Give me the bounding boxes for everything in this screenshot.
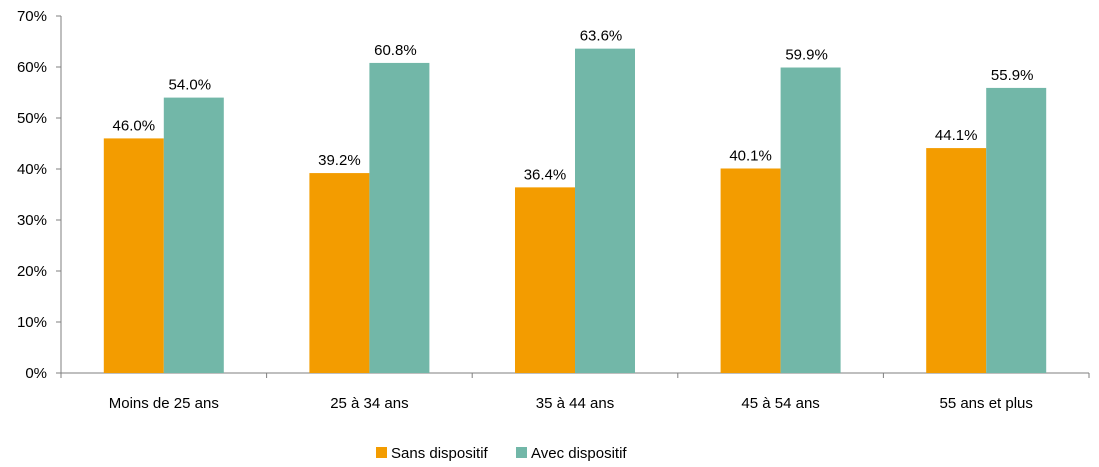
legend-swatch-sans-dispositif [376,447,387,458]
bar-sans-dispositif [309,173,370,373]
bar-sans-dispositif [926,148,987,373]
x-tick-label: 25 à 34 ans [330,395,408,412]
data-label: 46.0% [113,117,156,134]
y-tick-label: 20% [17,263,47,280]
bar-avec-dispositif [163,97,224,373]
data-label: 44.1% [935,127,978,144]
legend-swatch-avec-dispositif [516,447,527,458]
y-tick-label: 70% [17,8,47,25]
x-tick-label: 45 à 54 ans [741,395,819,412]
bar-avec-dispositif [369,62,430,374]
y-tick-label: 10% [17,314,47,331]
y-tick-label: 0% [25,365,47,382]
y-tick-label: 50% [17,110,47,127]
data-label: 55.9% [991,67,1034,84]
x-tick-label: Moins de 25 ans [109,395,219,412]
data-label: 60.8% [374,42,417,59]
legend-label: Avec dispositif [531,445,627,462]
data-label: 36.4% [524,166,567,183]
data-label: 39.2% [318,152,361,169]
y-tick-label: 30% [17,212,47,229]
y-axis: 0% 10% 20% 30% 40% 50% 60% 70% [17,8,62,382]
x-tick-label: 55 ans et plus [939,395,1032,412]
legend-label: Sans dispositif [391,445,489,462]
data-label: 54.0% [169,77,212,94]
x-axis: Moins de 25 ans 25 à 34 ans 35 à 44 ans 45 … [60,372,1090,412]
legend: Sans dispositif Avec dispositif [376,445,627,462]
data-label: 59.9% [785,47,828,64]
data-label: 63.6% [580,28,623,45]
bar-avec-dispositif [986,87,1047,373]
y-tick-label: 40% [17,161,47,178]
bar-sans-dispositif [103,138,164,373]
x-tick-label: 35 à 44 ans [536,395,614,412]
data-labels: 46.0% 54.0% 39.2% 60.8% 36.4% 63.6% 40.1% 59.9%… [113,28,1034,184]
bar-avec-dispositif [575,48,635,373]
y-tick-label: 60% [17,59,47,76]
bar-sans-dispositif [720,168,781,373]
bars [103,48,1047,374]
data-label: 40.1% [729,147,772,164]
bar-sans-dispositif [515,187,575,373]
bar-avec-dispositif [780,67,841,373]
